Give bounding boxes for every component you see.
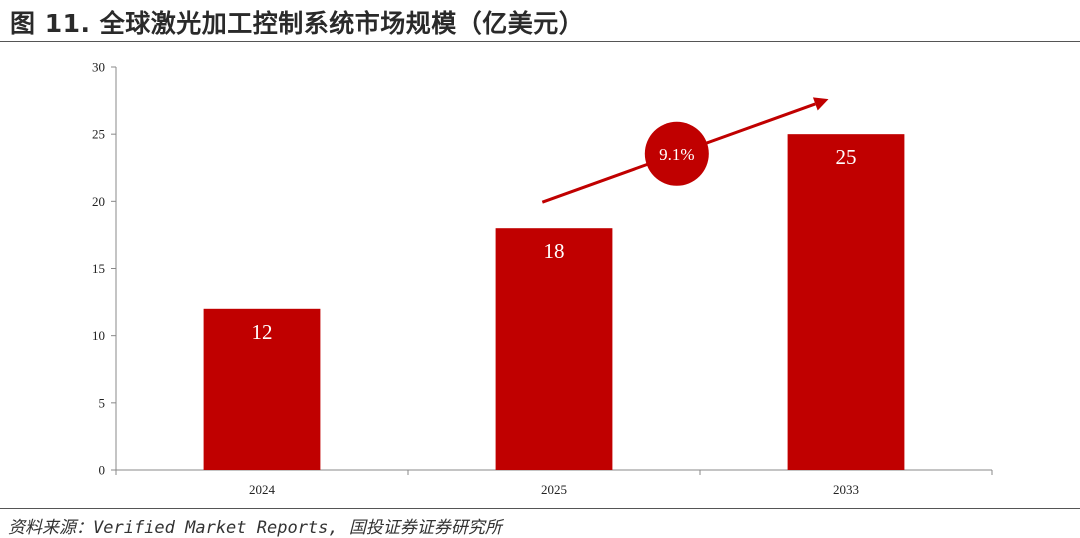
x-tick-label: 2024 <box>249 482 276 497</box>
y-tick-label: 20 <box>92 194 105 209</box>
footer-rule <box>0 508 1080 509</box>
y-tick-label: 15 <box>92 261 105 276</box>
bar-data-label: 12 <box>252 320 273 344</box>
bar <box>787 134 905 470</box>
y-tick-label: 5 <box>99 395 106 410</box>
bar-data-label: 18 <box>544 239 565 263</box>
bar-data-label: 25 <box>836 145 857 169</box>
y-axis: 0 5 10 15 20 25 30 <box>92 60 117 478</box>
growth-arrow-head <box>812 97 829 111</box>
cagr-circle <box>644 121 709 186</box>
x-tick-label: 2033 <box>833 482 859 497</box>
bars: 12 18 25 <box>203 134 905 470</box>
title-rule <box>0 41 1080 42</box>
bar <box>203 308 321 470</box>
cagr-annotation: 9.1% <box>541 97 829 204</box>
y-tick-label: 10 <box>92 328 105 343</box>
y-tick-label: 30 <box>92 60 105 75</box>
bar <box>495 228 613 470</box>
cagr-label: 9.1% <box>659 145 694 164</box>
chart-title: 图 11. 全球激光加工控制系统市场规模（亿美元） <box>10 9 585 38</box>
x-tick-label: 2025 <box>541 482 567 497</box>
y-tick-label: 25 <box>92 127 105 142</box>
x-axis: 2024 2025 2033 <box>115 469 993 497</box>
source-note: 资料来源：Verified Market Reports, 国投证券证券研究所 <box>8 518 502 538</box>
y-tick-label: 0 <box>99 463 106 478</box>
